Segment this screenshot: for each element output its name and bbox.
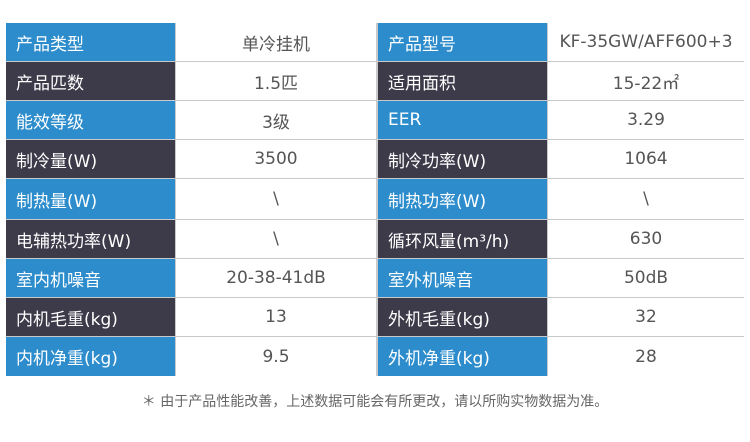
spec-row-1-left-value: 单冷挂机: [176, 23, 376, 61]
spec-row-1-right-value: KF-35GW/AFF600+3: [548, 23, 744, 61]
spec-row-8-right-label: 外机毛重(kg): [378, 298, 547, 336]
spec-row-7-right-value: 50dB: [548, 259, 744, 297]
spec-row-7-right-label: 室外机噪音: [378, 259, 547, 297]
spec-row-9-right-label: 外机净重(kg): [378, 337, 547, 376]
spec-row-2-right-value: 15-22㎡: [548, 62, 744, 100]
spec-row-6-left-value: \: [176, 220, 376, 258]
spec-row-5-left-value: \: [176, 179, 376, 219]
spec-row-8-left-value: 13: [176, 298, 376, 336]
spec-row-3-left-value: 3级: [176, 101, 376, 139]
spec-row-4-right-value: 1064: [548, 140, 744, 178]
spec-row-9-left-value: 9.5: [176, 337, 376, 376]
spec-row-3-left-label: 能效等级: [6, 101, 175, 139]
spec-row-4-left-label: 制冷量(W): [6, 140, 175, 178]
spec-row-8-right-value: 32: [548, 298, 744, 336]
spec-row-8-left-label: 内机毛重(kg): [6, 298, 175, 336]
spec-row-5-right-value: \: [548, 179, 744, 219]
spec-row-6-left-label: 电辅热功率(W): [6, 220, 175, 258]
spec-row-9-left-label: 内机净重(kg): [6, 337, 175, 376]
spec-row-2-right-label: 适用面积: [378, 62, 547, 100]
spec-row-9-right-value: 28: [548, 337, 744, 376]
spec-row-3-right-value: 3.29: [548, 101, 744, 139]
footnote: ＊ 由于产品性能改善，上述数据可能会有所更改，请以所购实物数据为准。: [141, 394, 609, 410]
spec-table: 产品类型 单冷挂机 产品型号 KF-35GW/AFF600+3 产品匹数 1.5匹 适用面积…: [6, 23, 744, 376]
spec-row-2-left-label: 产品匹数: [6, 62, 175, 100]
spec-row-1-right-label: 产品型号: [378, 23, 547, 61]
spec-row-5-left-label: 制热量(W): [6, 179, 175, 219]
spec-row-5-right-label: 制热功率(W): [378, 179, 547, 219]
spec-row-6-right-label: 循环风量(m³/h): [378, 220, 547, 258]
spec-row-4-right-label: 制冷功率(W): [378, 140, 547, 178]
spec-row-7-left-value: 20-38-41dB: [176, 259, 376, 297]
spec-row-2-left-value: 1.5匹: [176, 62, 376, 100]
spec-row-4-left-value: 3500: [176, 140, 376, 178]
spec-row-3-right-label: EER: [378, 101, 547, 139]
spec-row-1-left-label: 产品类型: [6, 23, 175, 61]
spec-row-6-right-value: 630: [548, 220, 744, 258]
spec-row-7-left-label: 室内机噪音: [6, 259, 175, 297]
